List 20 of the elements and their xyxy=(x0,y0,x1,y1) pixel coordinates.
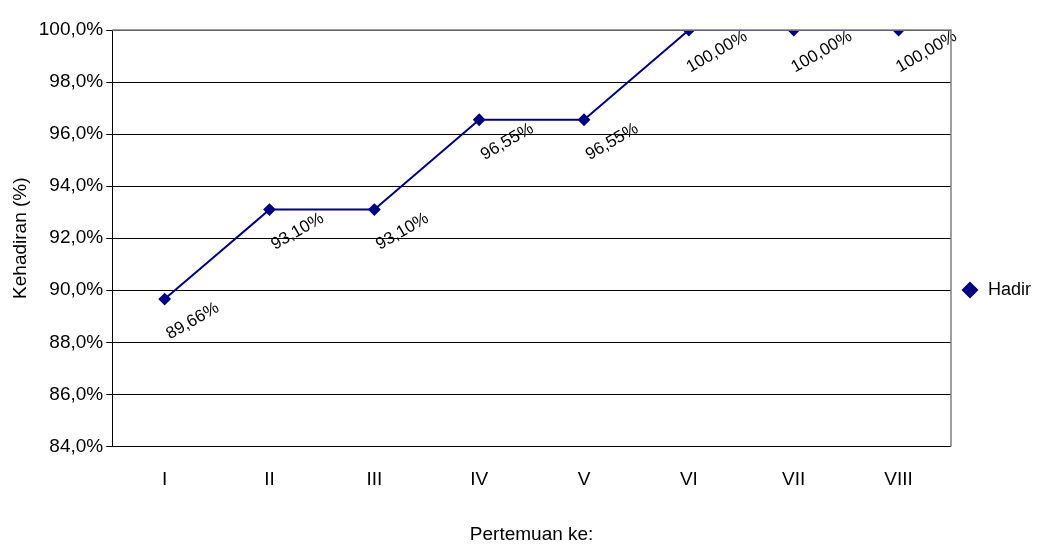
x-tick-label: VII xyxy=(782,468,806,490)
x-tick-label: III xyxy=(366,468,383,490)
x-tick-label: II xyxy=(264,468,275,490)
y-tick-label: 86,0% xyxy=(49,382,104,404)
x-tick-label: IV xyxy=(470,468,489,490)
y-tick-label: 92,0% xyxy=(49,226,104,248)
y-axis-title: Kehadiran (%) xyxy=(8,177,30,299)
y-tick-label: 96,0% xyxy=(49,122,104,144)
x-tick-label: I xyxy=(162,468,168,490)
x-axis-title: Pertemuan ke: xyxy=(469,522,594,544)
y-tick-label: 90,0% xyxy=(49,278,104,300)
x-tick-label: VIII xyxy=(884,468,913,490)
y-tick-label: 88,0% xyxy=(49,330,104,352)
legend-label: Hadir xyxy=(987,278,1032,299)
y-tick-label: 94,0% xyxy=(49,174,104,196)
y-tick-label: 100,0% xyxy=(38,18,104,40)
x-tick-label: VI xyxy=(679,468,698,490)
y-tick-label: 84,0% xyxy=(49,434,104,456)
y-tick-label: 98,0% xyxy=(49,70,104,92)
x-tick-label: V xyxy=(577,468,591,490)
